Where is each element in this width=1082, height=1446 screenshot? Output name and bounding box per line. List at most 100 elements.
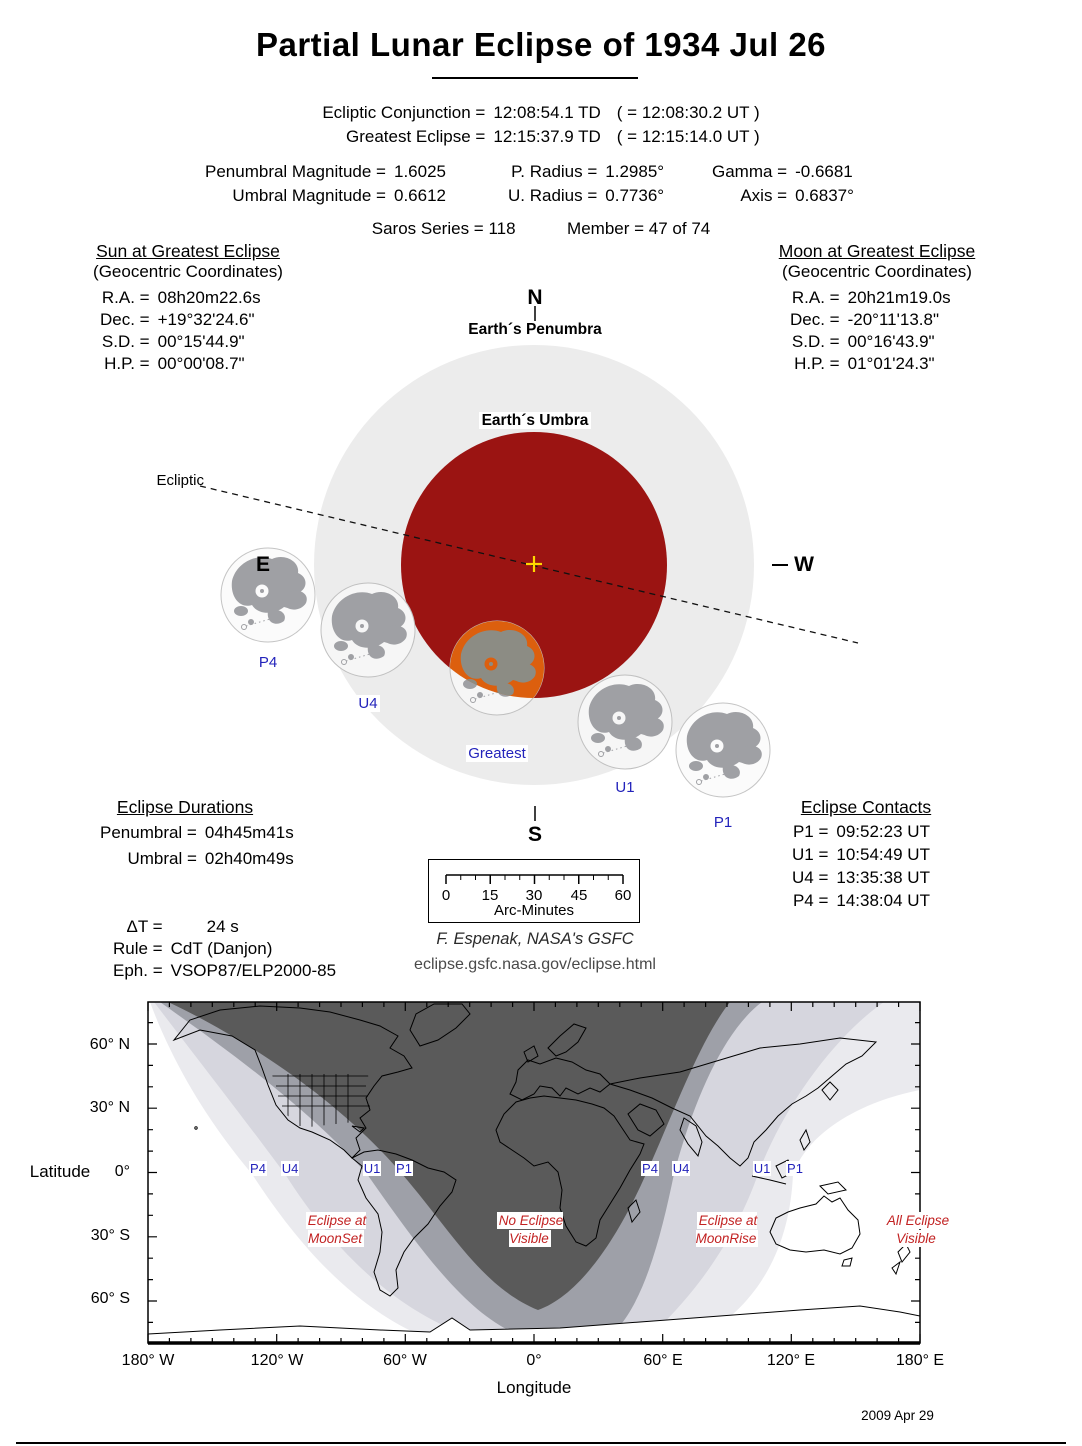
region-label-moonrise: Eclipse at MoonRise <box>695 1212 759 1247</box>
longitude-axis-title: Longitude <box>496 1378 572 1397</box>
greatest-eclipse-cross <box>526 556 542 572</box>
u-radius-value: 0.7736° <box>605 186 665 205</box>
scale-tick-0: 0 <box>441 887 451 904</box>
saros-series-value: 118 <box>488 219 516 238</box>
rule-label: Rule = <box>113 939 163 958</box>
umbra-label-wrap: Earth´s Umbra <box>435 412 635 430</box>
moon-coordinates-table: R.A. = 20h21m19.0s Dec. = -20°11'13.8" S… <box>790 287 951 375</box>
greatest-label: Greatest Eclipse = <box>345 127 486 146</box>
moon-disk-greatest <box>449 620 545 716</box>
rule-value: CdT (Danjon) <box>170 939 273 958</box>
moon-dec-label: Dec. = <box>790 310 840 329</box>
scale-label: Arc-Minutes <box>493 902 575 919</box>
umbral-duration-value: 02h40m49s <box>204 849 294 868</box>
magnitude-table: Penumbral Magnitude = 1.6025 Umbral Magn… <box>205 160 446 208</box>
map-curve-label-u1-right: U1 <box>752 1161 772 1176</box>
lat-tick-0: 0° <box>114 1163 130 1180</box>
moon-hp-value: 01°01'24.3" <box>847 354 935 373</box>
page-bottom-rule <box>16 1442 1066 1444</box>
u-radius-label: U. Radius = <box>508 186 598 205</box>
sun-dec-label: Dec. = <box>100 310 150 329</box>
moon-block-header: Moon at Greatest Eclipse (Geocentric Coo… <box>747 241 1007 282</box>
us-state-borders <box>272 1074 372 1128</box>
penumbra-label: Earth´s Penumbra <box>465 321 605 338</box>
contact-u4-value: 13:35:38 UT <box>836 868 930 887</box>
moon-sd-value: 00°16'43.9" <box>847 332 935 351</box>
north-label: N <box>527 286 543 309</box>
page-title: Partial Lunar Eclipse of 1934 Jul 26 <box>0 26 1082 64</box>
contact-point-label-p1: P1 <box>711 814 735 831</box>
umbral-duration-label: Umbral = <box>127 849 197 868</box>
penumbra-label-wrap: Earth´s Penumbra <box>435 321 635 339</box>
moon-dec-value: -20°11'13.8" <box>847 310 939 329</box>
sun-dec-value: +19°32'24.6" <box>157 310 255 329</box>
contact-p4-label: P4 = <box>792 891 829 910</box>
moon-title: Moon at Greatest Eclipse <box>778 241 976 261</box>
ecliptic-line <box>199 485 859 644</box>
lat-tick-30n: 30° N <box>89 1099 130 1116</box>
moon-ra-value: 20h21m19.0s <box>847 288 951 307</box>
gamma-value: -0.6681 <box>795 162 853 181</box>
greatest-ut-value: ( = 12:15:14.0 UT ) <box>616 127 760 146</box>
contacts-header: Eclipse Contacts <box>746 797 986 818</box>
contact-u4-label: U4 = <box>792 868 829 887</box>
saros-member-value: 47 of 74 <box>648 219 711 238</box>
title-text: Partial Lunar Eclipse of 1934 Jul 26 <box>255 26 827 63</box>
moon-hp-label: H.P. = <box>794 354 840 373</box>
latitude-axis-title: Latitude <box>29 1162 91 1181</box>
moon-sd-label: S.D. = <box>791 332 840 351</box>
east-label: E <box>255 553 270 576</box>
saros-line: Saros Series = 118 Member = 47 of 74 <box>0 219 1082 239</box>
lon-tick-180w: 180° W <box>121 1352 175 1369</box>
region-label-moonset: Eclipse at MoonSet <box>305 1212 367 1247</box>
map-curve-label-p1-left: P1 <box>395 1161 413 1176</box>
lon-tick-120e: 120° E <box>766 1352 816 1369</box>
table-row: Greatest Eclipse = 12:15:37.9 TD ( = 12:… <box>322 125 760 149</box>
delta-t-label: ΔT = <box>126 917 163 936</box>
p-radius-value: 1.2985° <box>605 162 665 181</box>
south-label: S <box>527 823 542 846</box>
scale-tick-45: 45 <box>570 887 588 904</box>
umbra-label: Earth´s Umbra <box>478 412 592 429</box>
moon-disk-u1 <box>577 674 673 770</box>
region-label-no-eclipse: No Eclipse Visible <box>496 1212 564 1247</box>
sun-coordinates-table: R.A. = 08h20m22.6s Dec. = +19°32'24.6" S… <box>100 287 261 375</box>
umbral-magnitude-value: 0.6612 <box>393 186 446 205</box>
west-label: W <box>794 553 814 576</box>
contact-point-label-u4: U4 <box>356 695 380 712</box>
durations-title: Eclipse Durations <box>116 797 254 817</box>
moon-subtitle: (Geocentric Coordinates) <box>782 262 972 281</box>
antarctica-outline <box>148 1305 920 1343</box>
p-radius-label: P. Radius = <box>511 162 598 181</box>
lon-tick-120w: 120° W <box>250 1352 304 1369</box>
saros-member-label: Member = <box>567 219 645 238</box>
moon-disk-u4 <box>320 582 416 678</box>
contacts-title: Eclipse Contacts <box>800 797 932 817</box>
parameters-table: ΔT = 24 s Rule = CdT (Danjon) Eph. = VSO… <box>113 916 336 982</box>
axis-label: Axis = <box>740 186 788 205</box>
map-curve-label-u1-left: U1 <box>362 1161 382 1176</box>
ephemeris-value: VSOP87/ELP2000-85 <box>170 961 337 980</box>
scale-tick-15: 15 <box>481 887 499 904</box>
lon-tick-60e: 60° E <box>643 1352 683 1369</box>
sun-sd-label: S.D. = <box>101 332 150 351</box>
gamma-axis-table: Gamma = -0.6681 Axis = 0.6837° <box>712 160 854 208</box>
contact-p4-value: 14:38:04 UT <box>836 891 930 910</box>
contact-p1-label: P1 = <box>792 822 829 841</box>
credit-author: F. Espenak, NASA's GSFC <box>436 930 634 948</box>
contacts-table: P1 = 09:52:23 UT U1 = 10:54:49 UT U4 = 1… <box>792 820 930 912</box>
map-curve-label-u4-right: U4 <box>671 1161 691 1176</box>
map-axis-ticks <box>147 1002 921 1343</box>
sun-ra-label: R.A. = <box>101 288 150 307</box>
conjunction-label: Ecliptic Conjunction = <box>322 103 486 122</box>
eclipse-geometry-diagram <box>199 306 859 821</box>
map-curve-label-p1-right: P1 <box>786 1161 804 1176</box>
arcminute-ruler <box>445 874 624 884</box>
sun-hp-value: 00°00'08.7" <box>157 354 245 373</box>
saros-series-label: Saros Series = <box>371 219 484 238</box>
lon-tick-0: 0° <box>526 1352 542 1369</box>
conjunction-table: Ecliptic Conjunction = 12:08:54.1 TD ( =… <box>322 101 759 149</box>
map-curve-label-p4-left: P4 <box>249 1161 267 1176</box>
lat-tick-60s: 60° S <box>90 1290 130 1307</box>
